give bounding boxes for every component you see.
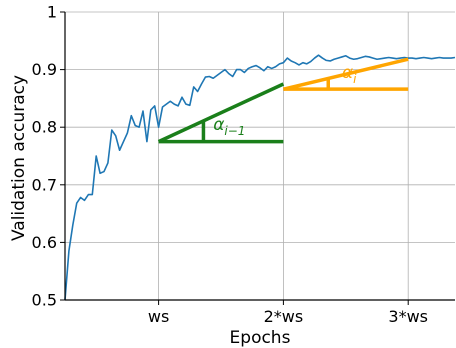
- annotation-slope-line-1: [282, 57, 409, 91]
- annotation-label-1: αi: [342, 63, 357, 86]
- y-tick-label: 0.8: [32, 118, 57, 137]
- y-tick-label: 0.7: [32, 175, 57, 194]
- axes: [64, 12, 455, 301]
- x-tick-label: 3*ws: [388, 307, 428, 326]
- series-layer: [64, 54, 456, 301]
- annotation-layer: αi−1 αi: [157, 57, 409, 144]
- y-tick-label: 0.9: [32, 60, 57, 79]
- y-tick-label: 0.5: [32, 291, 57, 310]
- y-tick-label: 1: [47, 3, 57, 22]
- y-axis-title: Validation accuracy: [9, 75, 29, 241]
- x-axis-title: Epochs: [230, 328, 291, 348]
- x-tick-label: 2*ws: [264, 307, 304, 326]
- x-tick-label: ws: [148, 307, 169, 326]
- series-line-0: [64, 54, 456, 301]
- ticks: 0.5 0.6 0.7 0.8 0.9 1 ws 2*ws 3*ws: [32, 3, 428, 327]
- annotation-label-0: αi−1: [213, 115, 245, 138]
- grid: [65, 11, 455, 301]
- y-tick-label: 0.6: [32, 233, 57, 252]
- annotation-slope-line-0: [157, 82, 285, 144]
